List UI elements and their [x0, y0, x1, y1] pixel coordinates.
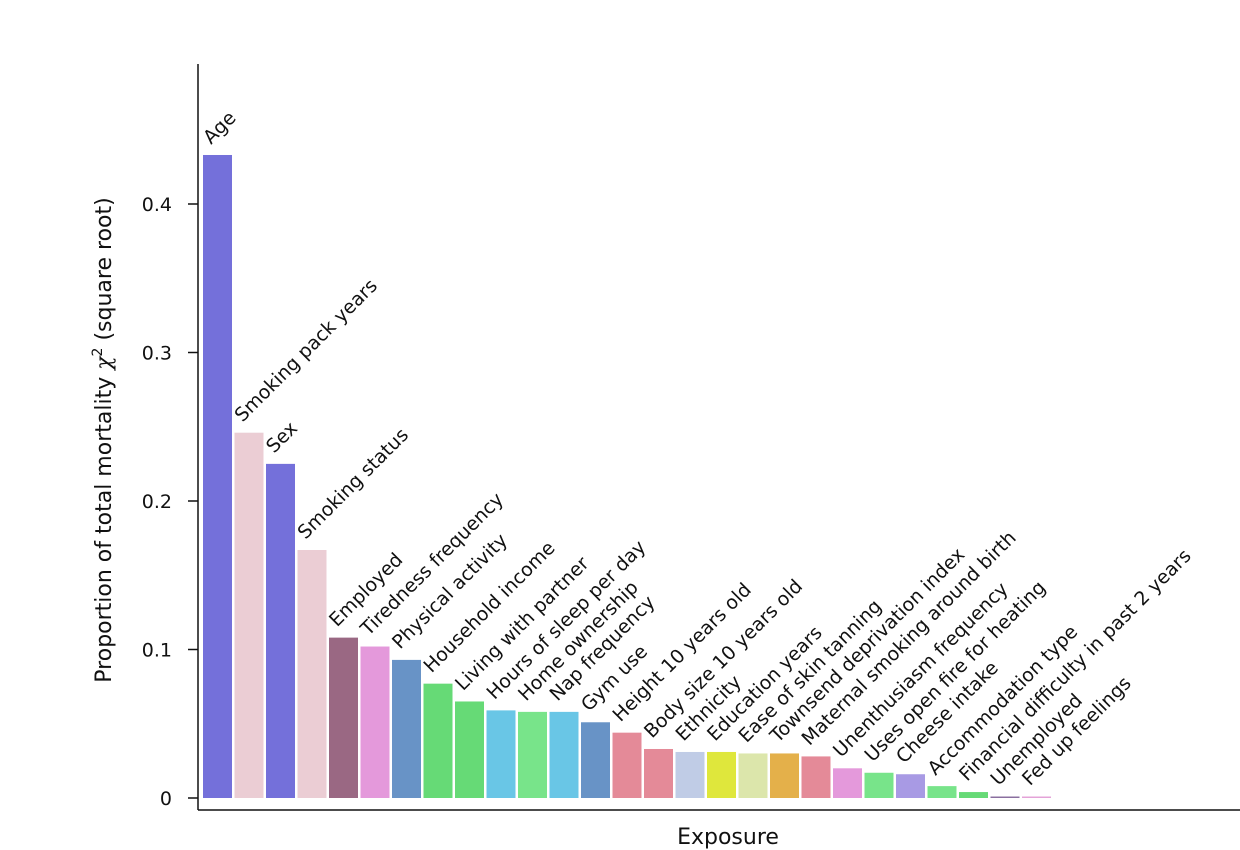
bar	[266, 463, 295, 798]
bar	[738, 753, 768, 798]
bar	[990, 796, 1020, 798]
bar	[770, 753, 799, 798]
y-tick-label: 0.4	[142, 194, 172, 216]
bar	[518, 711, 547, 798]
bar	[423, 683, 453, 798]
y-tick-label: 0	[160, 788, 172, 810]
bar	[455, 701, 484, 798]
bar	[612, 732, 642, 798]
y-tick-label: 0.2	[142, 491, 172, 513]
bar	[486, 710, 516, 798]
y-axis-title-prefix: Proportion of total mortality	[92, 370, 117, 683]
y-axis-title-superscript: 2	[90, 348, 106, 357]
y-tick-label: 0.1	[142, 640, 172, 662]
bar	[864, 772, 894, 798]
bar	[896, 774, 925, 798]
bar	[203, 154, 232, 798]
bar-label: Age	[199, 107, 241, 149]
y-axis-title: Proportion of total mortality χ2 (square…	[90, 197, 117, 682]
bar	[581, 722, 610, 798]
bar	[360, 646, 390, 798]
bars-layer	[203, 154, 1051, 798]
bar-label: Sex	[262, 417, 302, 457]
bar	[833, 768, 862, 798]
y-tick-label: 0.3	[142, 343, 172, 365]
bar	[707, 751, 736, 798]
bar	[297, 550, 327, 798]
bar	[1022, 796, 1051, 798]
bar	[801, 756, 831, 798]
bar	[927, 786, 957, 798]
bar	[675, 751, 705, 798]
bar	[644, 748, 673, 798]
bar	[549, 711, 579, 798]
y-axis-title-symbol: χ	[92, 355, 117, 372]
y-axis-title-suffix: (square root)	[92, 197, 117, 347]
bar-label: Smoking pack years	[230, 275, 381, 426]
bar-label: Smoking status	[293, 424, 413, 544]
bar	[392, 659, 421, 798]
bar	[234, 432, 264, 798]
bar	[329, 637, 358, 798]
y-ticks-layer: 0 0.1 0.2 0.3 0.4	[142, 194, 198, 810]
bar	[959, 792, 988, 798]
x-axis-title: Exposure	[677, 825, 779, 850]
